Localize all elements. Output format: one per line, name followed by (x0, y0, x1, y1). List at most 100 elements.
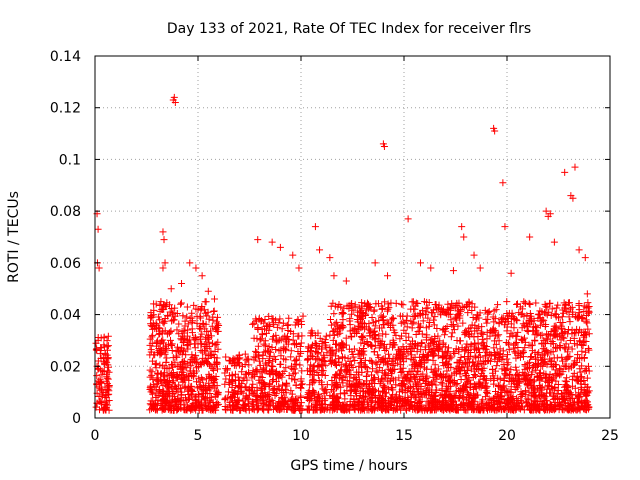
data-point (210, 378, 218, 386)
data-point (330, 331, 338, 339)
data-point (289, 336, 297, 344)
data-point (385, 385, 393, 393)
data-point (498, 365, 506, 373)
data-point (580, 308, 588, 316)
data-point (429, 316, 437, 324)
data-point (375, 324, 383, 332)
data-point (310, 378, 318, 386)
data-point (457, 375, 465, 383)
data-point (318, 367, 326, 375)
data-point (448, 300, 456, 308)
data-point (553, 343, 561, 351)
data-point (557, 401, 565, 409)
data-point (163, 378, 171, 386)
data-point (381, 346, 389, 354)
data-point (399, 377, 407, 385)
data-point (346, 321, 354, 329)
data-point (255, 352, 263, 360)
data-point (275, 370, 283, 378)
data-point (183, 342, 191, 350)
data-point (383, 361, 391, 369)
data-point (355, 400, 363, 408)
data-point (546, 370, 554, 378)
data-point (381, 298, 389, 306)
data-point (417, 340, 425, 348)
data-point (282, 345, 290, 353)
data-point (265, 312, 273, 320)
data-point (175, 320, 183, 328)
data-point (511, 385, 519, 393)
data-point (516, 405, 524, 413)
data-point (425, 299, 433, 307)
data-point (402, 316, 410, 324)
data-point (409, 298, 417, 306)
data-point (339, 316, 347, 324)
data-point (283, 382, 291, 390)
data-point (309, 366, 317, 374)
y-tick-label: 0.1 (59, 152, 81, 168)
data-point (351, 303, 359, 311)
data-point (208, 404, 216, 412)
data-point (250, 388, 258, 396)
data-point (146, 366, 154, 374)
data-point (570, 334, 578, 342)
data-point (331, 302, 339, 310)
data-point (171, 99, 179, 107)
data-point (524, 360, 532, 368)
data-point (162, 358, 170, 366)
data-point (347, 332, 355, 340)
data-point (280, 355, 288, 363)
data-point (532, 391, 540, 399)
data-point (439, 380, 447, 388)
data-point (330, 327, 338, 335)
data-point (558, 395, 566, 403)
data-point (368, 357, 376, 365)
data-point (98, 392, 106, 400)
data-point (192, 305, 200, 313)
data-point (416, 324, 424, 332)
data-point (293, 340, 300, 348)
data-point (351, 356, 359, 364)
data-point (303, 394, 311, 402)
data-point (347, 371, 355, 379)
data-point (535, 402, 543, 410)
data-point (171, 358, 179, 366)
data-point (372, 300, 380, 308)
data-point (471, 340, 479, 348)
data-point (574, 314, 582, 322)
data-point (574, 398, 582, 406)
data-point (363, 406, 371, 414)
data-point (330, 359, 338, 367)
data-point (492, 388, 500, 396)
data-point (256, 392, 264, 400)
data-point (169, 406, 177, 414)
data-point (349, 353, 357, 361)
data-point (161, 350, 169, 358)
data-point (363, 396, 371, 404)
data-point (423, 336, 431, 344)
data-point (238, 368, 246, 376)
data-point (356, 392, 364, 400)
data-point (522, 319, 530, 327)
data-point (180, 334, 188, 342)
data-point (548, 385, 556, 393)
data-point (553, 354, 561, 362)
data-point (576, 313, 584, 321)
data-point (408, 403, 416, 411)
data-point (568, 382, 576, 390)
data-point (258, 331, 266, 339)
data-point (419, 370, 427, 378)
data-point (348, 381, 356, 389)
data-point (468, 307, 476, 315)
data-point (261, 359, 269, 367)
data-point (498, 386, 506, 394)
data-point (453, 406, 461, 414)
data-point (269, 399, 277, 407)
data-point (94, 365, 102, 373)
data-point (495, 319, 503, 327)
data-point (370, 348, 378, 356)
data-point (514, 396, 522, 404)
data-point (308, 379, 316, 387)
data-point (356, 304, 364, 312)
data-point (101, 361, 109, 369)
